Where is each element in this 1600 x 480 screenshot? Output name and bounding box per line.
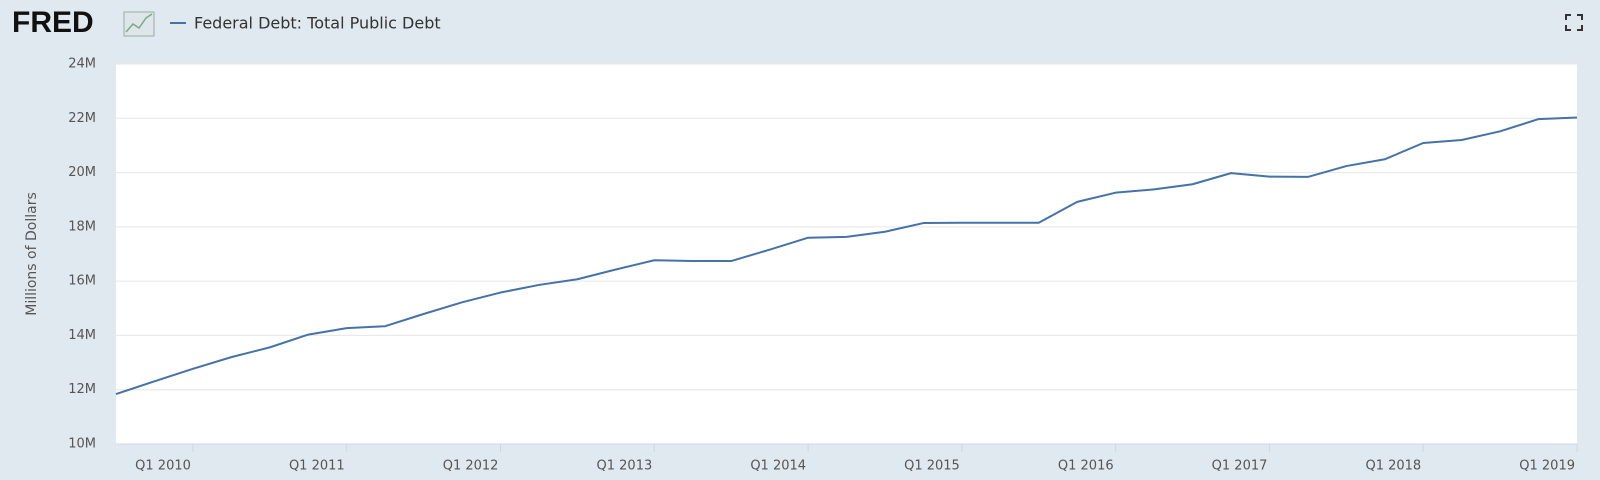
plot-area xyxy=(116,64,1577,444)
y-tick-label: 10M xyxy=(68,437,96,452)
y-tick-label: 22M xyxy=(68,111,96,126)
x-tick-label: Q1 2014 xyxy=(750,459,806,474)
fullscreen-icon[interactable] xyxy=(1565,14,1583,31)
x-tick-label: Q1 2010 xyxy=(135,459,191,474)
y-tick-label: 18M xyxy=(68,219,96,234)
logo-icon xyxy=(123,11,155,37)
y-tick-label: 14M xyxy=(68,328,96,343)
y-tick-label: 16M xyxy=(68,274,96,289)
y-tick-label: 12M xyxy=(68,382,96,397)
x-tick-label: Q1 2015 xyxy=(904,459,960,474)
x-tick-label: Q1 2018 xyxy=(1365,459,1421,474)
y-tick-label: 24M xyxy=(68,57,96,72)
x-tick-label: Q1 2016 xyxy=(1058,459,1114,474)
x-tick-label: Q1 2013 xyxy=(597,459,653,474)
legend-label[interactable]: Federal Debt: Total Public Debt xyxy=(194,14,441,33)
y-axis-title: Millions of Dollars xyxy=(24,192,40,316)
x-tick-label: Q1 2011 xyxy=(289,459,345,474)
series-line xyxy=(115,116,1578,396)
y-tick-label: 20M xyxy=(68,165,96,180)
x-tick-label: Q1 2019 xyxy=(1519,459,1575,474)
x-tick-label: Q1 2012 xyxy=(443,459,499,474)
x-tick-label: Q1 2017 xyxy=(1212,459,1268,474)
logo: FRED xyxy=(12,6,94,39)
